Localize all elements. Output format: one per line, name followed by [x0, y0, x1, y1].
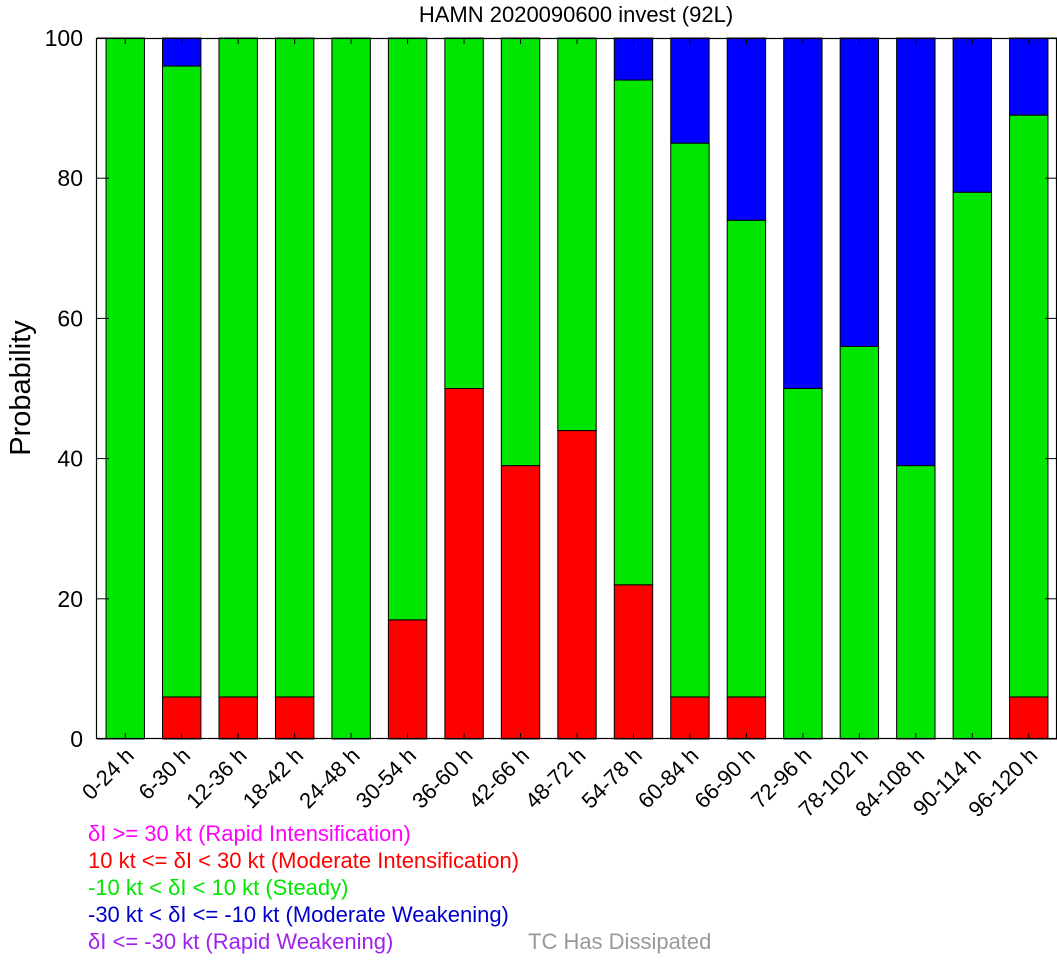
bar-segment-steady	[783, 388, 823, 740]
bar-segment-steady	[444, 37, 484, 389]
y-tick-label: 0	[70, 726, 83, 752]
x-tick-label: 30-54 h	[351, 743, 421, 813]
legend-moderate-weakening: -30 kt < δI <= -10 kt (Moderate Weakenin…	[88, 902, 509, 927]
y-tick-label: 100	[45, 25, 83, 51]
bar-segment-steady	[274, 37, 315, 698]
x-tick-label: 60-84 h	[633, 743, 703, 813]
bar-segment-steady	[387, 37, 428, 621]
bar-segment-moderate-weakening	[670, 37, 710, 144]
legend-steady: -10 kt < δI < 10 kt (Steady)	[88, 875, 349, 900]
x-tick-label: 12-36 h	[181, 743, 251, 813]
legend: δI >= 30 kt (Rapid Intensification) 10 k…	[88, 820, 519, 955]
bar-segment-moderate-weakening	[783, 37, 823, 389]
bars-group	[105, 37, 1049, 740]
bar-segment-moderate-intensification	[387, 619, 428, 740]
bar-segment-moderate-intensification	[500, 465, 541, 740]
x-tick-label: 48-72 h	[520, 743, 590, 813]
bar-segment-moderate-intensification	[726, 696, 767, 740]
x-tick-label: 0-24 h	[77, 743, 139, 805]
bar-segment-moderate-intensification	[613, 584, 654, 740]
bar-segment-moderate-weakening	[839, 37, 880, 347]
x-tick-label: 36-60 h	[407, 743, 477, 813]
bar-segment-moderate-intensification	[218, 696, 258, 740]
x-tick-label: 54-78 h	[577, 743, 647, 813]
bar-segment-moderate-intensification	[670, 696, 710, 740]
bar-segment-moderate-intensification	[444, 388, 484, 740]
bar-segment-steady	[557, 37, 597, 432]
bar-segment-steady	[896, 465, 936, 740]
bar-segment-moderate-weakening	[613, 37, 654, 81]
x-tick-label: 18-42 h	[238, 743, 308, 813]
bar-segment-steady	[670, 142, 710, 698]
y-tick-label: 40	[57, 446, 83, 472]
bar-segment-steady	[218, 37, 258, 698]
bar-segment-steady	[952, 191, 992, 740]
bar-segment-steady	[500, 37, 541, 467]
bar-segment-moderate-intensification	[557, 430, 597, 740]
bar-segment-moderate-weakening	[952, 37, 992, 193]
y-tick-label: 60	[57, 305, 83, 331]
bar-segment-moderate-weakening	[1009, 37, 1049, 116]
bar-segment-steady	[1009, 114, 1049, 698]
y-axis-label: Probability	[5, 320, 37, 456]
bar-segment-steady	[839, 345, 880, 740]
bar-segment-moderate-weakening	[896, 37, 936, 467]
bar-segment-steady	[331, 37, 371, 740]
bar-segment-moderate-intensification	[1009, 696, 1049, 740]
legend-rapid-weakening: δI <= -30 kt (Rapid Weakening)	[88, 929, 394, 954]
chart-title: HAMN 2020090600 invest (92L)	[419, 2, 733, 27]
x-tick-label: 66-90 h	[690, 743, 760, 813]
bar-segment-moderate-intensification	[274, 696, 315, 740]
legend-rapid-intensification: δI >= 30 kt (Rapid Intensification)	[88, 821, 411, 846]
bar-segment-moderate-intensification	[162, 696, 202, 740]
x-tick-label: 24-48 h	[294, 743, 364, 813]
bar-segment-steady	[162, 65, 202, 698]
bar-segment-moderate-weakening	[726, 37, 767, 221]
bar-segment-steady	[613, 79, 654, 586]
y-tick-label: 20	[57, 586, 83, 612]
x-tick-label: 42-66 h	[464, 743, 534, 813]
legend-moderate-intensification: 10 kt <= δI < 30 kt (Moderate Intensific…	[88, 848, 520, 873]
y-tick-label: 80	[57, 165, 83, 191]
bar-segment-steady	[726, 219, 767, 698]
legend-tc-dissipated: TC Has Dissipated	[528, 929, 712, 954]
bar-segment-steady	[105, 37, 145, 740]
